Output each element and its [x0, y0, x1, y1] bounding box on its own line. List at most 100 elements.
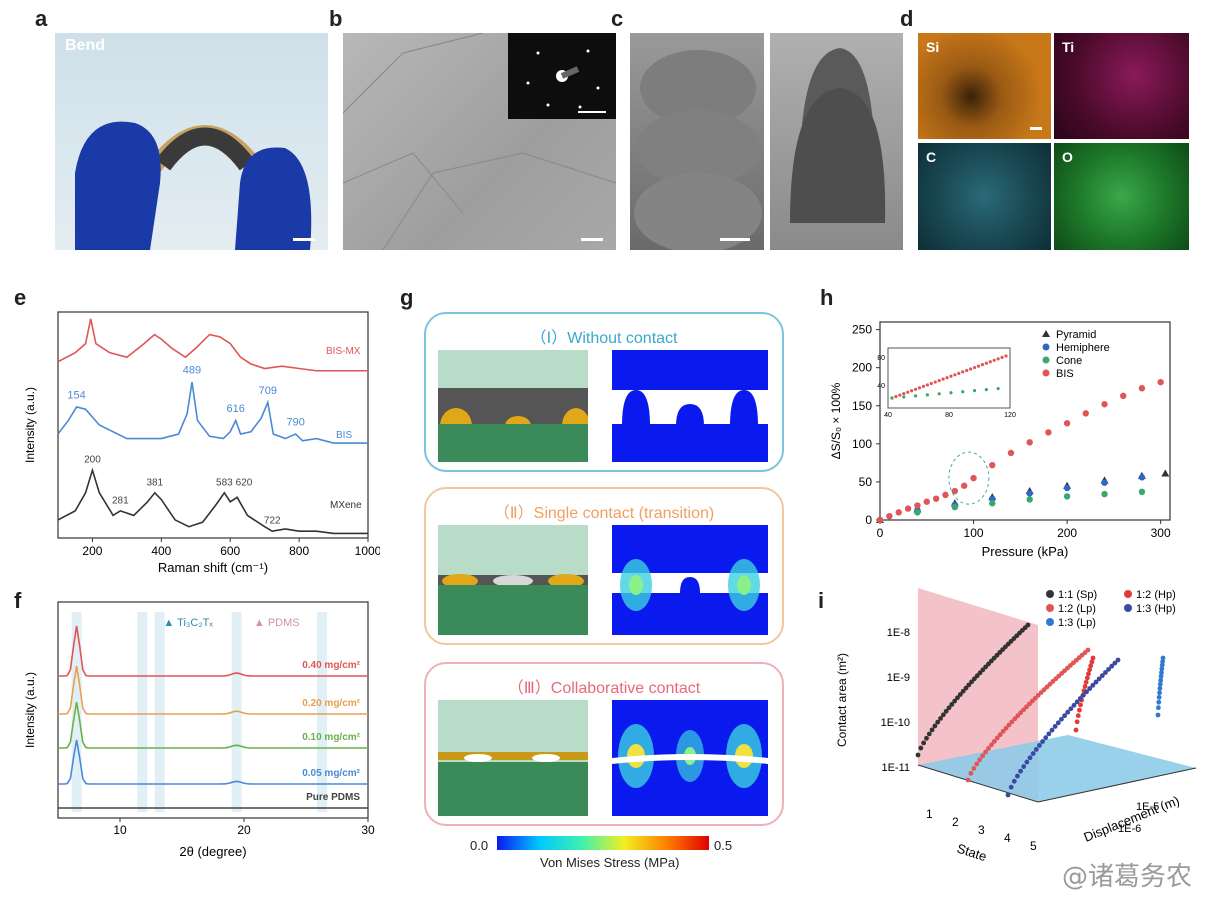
data-point-bis	[951, 487, 959, 495]
y-axis-label: Contact area (m²)	[835, 653, 849, 747]
x-tick-label: 100	[964, 526, 984, 540]
data-point	[1084, 675, 1090, 681]
data-point-bis	[1026, 439, 1033, 446]
data-point	[1077, 707, 1082, 713]
panel-letter-d: d	[900, 6, 914, 31]
inset-point-bis	[898, 393, 902, 397]
data-point	[921, 740, 927, 746]
data-point-bis	[1157, 378, 1164, 386]
data-point	[1015, 773, 1020, 779]
series-line	[58, 701, 368, 749]
data-point	[1046, 731, 1052, 737]
legend-marker	[1046, 590, 1054, 598]
series-line-mxene	[57, 467, 368, 535]
panel-letter-b: b	[329, 6, 343, 31]
data-point	[1075, 713, 1081, 719]
data-point	[1024, 759, 1030, 765]
data-point	[1089, 659, 1095, 665]
panel-letter-h: h	[820, 285, 834, 310]
sem-cross-section-2	[438, 525, 588, 635]
data-point	[1018, 710, 1024, 716]
colorbar-min: 0.0	[470, 838, 489, 853]
data-point	[983, 749, 988, 755]
data-point	[1155, 712, 1161, 718]
data-point	[1037, 743, 1042, 748]
y-tick-label: 1E-9	[887, 672, 910, 684]
inset-frame	[887, 347, 1011, 409]
legend-label: Hemiphere	[1056, 342, 1110, 354]
legend-marker	[1124, 590, 1132, 598]
x-tick-label: 800	[289, 544, 309, 558]
inset-point-cone	[913, 394, 918, 398]
watermark: @诸葛务农	[1061, 862, 1192, 892]
inset-point-bis	[992, 358, 996, 362]
y-tick-label: 0	[865, 513, 872, 527]
x-axis-label: 2θ (degree)	[179, 844, 246, 859]
data-point-bis	[1007, 449, 1015, 457]
plot-frame	[57, 601, 369, 819]
data-point	[1158, 677, 1164, 683]
legend-label: Pyramid	[1056, 329, 1096, 341]
series-label: 0.20 mg/cm²	[302, 698, 360, 709]
inset-point-cone	[949, 391, 953, 395]
series-label: 0.10 mg/cm²	[302, 732, 360, 743]
peak-label: 722	[264, 516, 281, 527]
x-axis-label: Raman shift (cm⁻¹)	[158, 560, 268, 575]
z-tick-label: 1E-6	[1118, 823, 1141, 835]
x-tick-label: 20	[237, 823, 251, 837]
data-point	[1006, 722, 1012, 728]
legend-marker	[1046, 604, 1054, 612]
data-point	[991, 738, 997, 744]
inset-point-bis	[906, 390, 910, 394]
inset-y-tick: 80	[877, 355, 885, 362]
data-point	[957, 692, 963, 697]
data-point	[924, 735, 929, 741]
colorbar-max: 0.5	[714, 838, 733, 853]
peak-band	[71, 612, 82, 812]
data-point	[946, 705, 952, 711]
data-point	[997, 732, 1003, 738]
state-title-1: （Ⅰ）Without contact	[530, 330, 678, 347]
data-point	[1040, 739, 1045, 744]
data-point	[1008, 784, 1014, 790]
fem-sim-3	[612, 700, 768, 816]
inset-x-tick: 40	[884, 412, 892, 419]
data-point	[1090, 655, 1096, 661]
data-point	[943, 708, 949, 714]
contact-area-3d-chart: 1E-8 1E-9 1E-10 1E-11 Contact area (m²) 1 2 3 4 5…	[835, 588, 1197, 864]
inset-point-bis	[929, 381, 933, 386]
data-point-bis	[904, 505, 912, 512]
inset-point-cone	[972, 389, 977, 393]
data-point	[949, 701, 955, 707]
tem-image	[343, 33, 616, 250]
legend-label: Cone	[1056, 355, 1082, 367]
data-point	[955, 695, 960, 701]
inset-point-bis	[913, 387, 918, 391]
colorbar-label: Von Mises Stress (MPa)	[540, 855, 680, 870]
x-axis-label: Pressure (kPa)	[982, 544, 1069, 559]
series-label: Pure PDMS	[306, 792, 360, 803]
plot-frame	[57, 311, 369, 539]
legend-label: 1:3 (Lp)	[1058, 617, 1096, 629]
data-point	[1160, 655, 1166, 661]
data-point-cone	[1138, 488, 1146, 496]
eds-map-o: O	[1054, 143, 1189, 250]
series-label: 0.40 mg/cm²	[302, 660, 360, 671]
y-tick-label: 100	[852, 437, 872, 451]
state-box-collaborative-contact: （Ⅲ）Collaborative contact	[424, 662, 784, 826]
floor-edge	[917, 764, 1197, 803]
data-point	[963, 685, 969, 691]
series-line	[58, 665, 368, 715]
data-point	[1043, 735, 1049, 741]
data-point	[1009, 719, 1015, 725]
inset-point-bis	[972, 365, 977, 370]
data-point	[1055, 720, 1061, 726]
data-point	[1085, 647, 1091, 653]
inset-point-bis	[921, 384, 926, 388]
data-point	[1012, 716, 1018, 722]
legend-ti3c2tx: ▲ Ti₃C₂Tₓ	[163, 617, 213, 629]
legend-label: 1:2 (Lp)	[1058, 603, 1096, 615]
data-point	[1005, 792, 1011, 798]
data-point-bis	[923, 498, 930, 505]
series-line-bis-mx	[57, 318, 368, 372]
